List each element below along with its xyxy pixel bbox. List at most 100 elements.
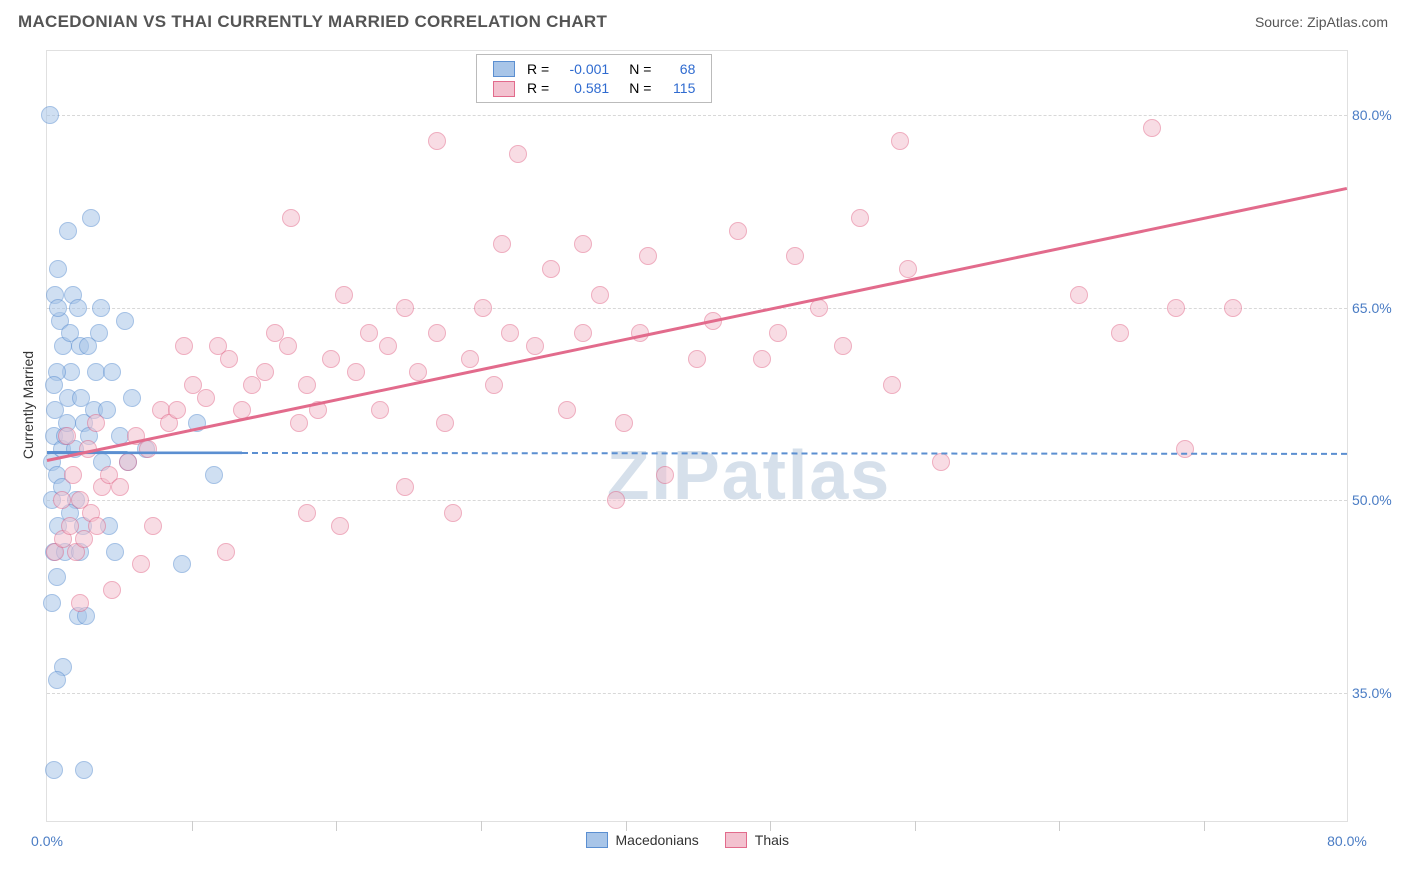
point-thai — [688, 350, 706, 368]
point-thai — [883, 376, 901, 394]
point-thai — [64, 466, 82, 484]
point-macedonian — [49, 299, 67, 317]
point-thai — [217, 543, 235, 561]
point-thai — [558, 401, 576, 419]
point-macedonian — [75, 761, 93, 779]
point-macedonian — [82, 209, 100, 227]
x-tick — [1059, 821, 1060, 831]
gridline-h — [47, 693, 1347, 694]
x-tick — [915, 821, 916, 831]
point-thai — [290, 414, 308, 432]
point-thai — [607, 491, 625, 509]
point-thai — [1176, 440, 1194, 458]
point-thai — [1224, 299, 1242, 317]
trendline-macedonian-dashed — [242, 452, 1347, 455]
point-thai — [436, 414, 454, 432]
point-thai — [144, 517, 162, 535]
point-thai — [396, 299, 414, 317]
point-thai — [574, 324, 592, 342]
point-macedonian — [43, 594, 61, 612]
point-thai — [347, 363, 365, 381]
y-tick-label: 80.0% — [1352, 107, 1402, 123]
point-macedonian — [116, 312, 134, 330]
point-thai — [379, 337, 397, 355]
point-thai — [729, 222, 747, 240]
y-axis-label: Currently Married — [20, 330, 36, 480]
watermark: ZIPatlas — [607, 435, 891, 515]
point-thai — [542, 260, 560, 278]
point-thai — [298, 376, 316, 394]
gridline-h — [47, 308, 1347, 309]
point-macedonian — [48, 568, 66, 586]
point-thai — [1111, 324, 1129, 342]
x-tick — [626, 821, 627, 831]
point-thai — [769, 324, 787, 342]
point-macedonian — [48, 671, 66, 689]
point-thai — [371, 401, 389, 419]
point-thai — [834, 337, 852, 355]
point-thai — [335, 286, 353, 304]
trendline-thai — [47, 187, 1348, 462]
x-tick — [336, 821, 337, 831]
legend-item: Macedonians — [586, 832, 699, 848]
point-thai — [88, 517, 106, 535]
point-thai — [256, 363, 274, 381]
page-title: MACEDONIAN VS THAI CURRENTLY MARRIED COR… — [18, 12, 607, 32]
x-tick — [192, 821, 193, 831]
point-thai — [493, 235, 511, 253]
point-thai — [58, 427, 76, 445]
source-label: Source: ZipAtlas.com — [1255, 14, 1388, 30]
point-thai — [61, 517, 79, 535]
point-thai — [485, 376, 503, 394]
point-thai — [87, 414, 105, 432]
point-thai — [932, 453, 950, 471]
point-thai — [428, 132, 446, 150]
point-thai — [396, 478, 414, 496]
point-macedonian — [69, 299, 87, 317]
y-tick-label: 35.0% — [1352, 685, 1402, 701]
point-macedonian — [59, 222, 77, 240]
legend-item: Thais — [725, 832, 789, 848]
point-thai — [1143, 119, 1161, 137]
point-macedonian — [205, 466, 223, 484]
point-thai — [331, 517, 349, 535]
point-macedonian — [45, 761, 63, 779]
point-macedonian — [90, 324, 108, 342]
point-macedonian — [49, 260, 67, 278]
point-thai — [103, 581, 121, 599]
point-thai — [360, 324, 378, 342]
point-thai — [53, 491, 71, 509]
point-thai — [409, 363, 427, 381]
point-thai — [132, 555, 150, 573]
point-thai — [1070, 286, 1088, 304]
point-thai — [139, 440, 157, 458]
point-thai — [574, 235, 592, 253]
x-tick-label: 0.0% — [31, 833, 63, 849]
point-thai — [786, 247, 804, 265]
point-thai — [615, 414, 633, 432]
legend-label: Macedonians — [616, 832, 699, 848]
point-thai — [298, 504, 316, 522]
point-thai — [279, 337, 297, 355]
point-thai — [119, 453, 137, 471]
x-tick — [481, 821, 482, 831]
point-thai — [851, 209, 869, 227]
point-macedonian — [45, 376, 63, 394]
point-thai — [591, 286, 609, 304]
point-macedonian — [92, 299, 110, 317]
point-thai — [501, 324, 519, 342]
y-tick-label: 50.0% — [1352, 492, 1402, 508]
point-thai — [899, 260, 917, 278]
point-macedonian — [173, 555, 191, 573]
gridline-h — [47, 500, 1347, 501]
point-thai — [656, 466, 674, 484]
point-thai — [753, 350, 771, 368]
x-tick-label: 80.0% — [1327, 833, 1367, 849]
point-macedonian — [123, 389, 141, 407]
legend-bottom: Macedonians Thais — [586, 832, 790, 848]
point-thai — [71, 594, 89, 612]
x-tick — [1204, 821, 1205, 831]
point-thai — [428, 324, 446, 342]
x-tick — [770, 821, 771, 831]
point-thai — [282, 209, 300, 227]
